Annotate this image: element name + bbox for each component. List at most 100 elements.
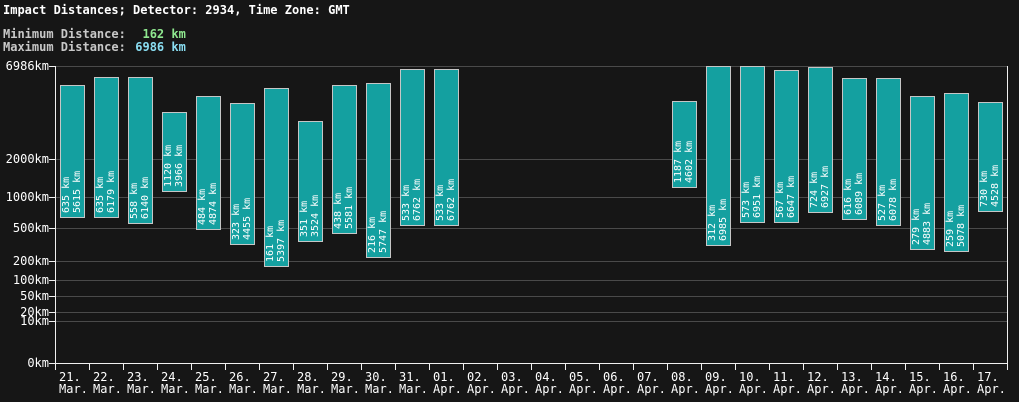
x-axis-label: 01. Apr. bbox=[433, 370, 462, 396]
y-axis-tick bbox=[49, 159, 55, 160]
range-bar bbox=[162, 112, 187, 192]
bar-min-value: 527 km bbox=[877, 184, 888, 221]
minimum-distance-value: 162 km bbox=[142, 27, 186, 41]
y-axis-tick bbox=[49, 261, 55, 262]
x-axis-tick bbox=[905, 364, 906, 370]
range-bar bbox=[944, 93, 969, 252]
y-axis-tick-label: 6986km bbox=[5, 59, 49, 73]
x-axis-tick bbox=[565, 364, 566, 370]
range-bar bbox=[60, 85, 85, 218]
x-axis-tick bbox=[293, 364, 294, 370]
range-bar bbox=[434, 69, 459, 226]
bar-max-value: 5397 km bbox=[276, 219, 287, 262]
bar-min-value: 216 km bbox=[367, 216, 378, 253]
x-axis-tick bbox=[157, 364, 158, 370]
x-axis-tick bbox=[1007, 364, 1008, 370]
bar-max-value: 3524 km bbox=[310, 194, 321, 237]
bar-min-value: 573 km bbox=[741, 181, 752, 218]
bar-min-value: 161 km bbox=[265, 225, 276, 262]
bar-max-value: 5615 km bbox=[72, 170, 83, 213]
bar-value-label: 533 km 6762 km bbox=[401, 179, 423, 221]
bar-max-value: 4602 km bbox=[684, 140, 695, 183]
x-axis-label: 05. Apr. bbox=[569, 370, 598, 396]
x-axis-label: 31. Mar. bbox=[399, 370, 428, 396]
gridline bbox=[55, 312, 1007, 313]
y-axis-tick-label: 20km bbox=[20, 305, 49, 319]
bar-max-value: 4455 km bbox=[242, 197, 253, 240]
range-bar bbox=[128, 77, 153, 224]
bar-min-value: 558 km bbox=[129, 182, 140, 219]
bar-max-value: 4883 km bbox=[922, 202, 933, 245]
bar-value-label: 558 km 6140 km bbox=[129, 177, 151, 219]
y-axis-tick bbox=[49, 197, 55, 198]
x-axis-label: 04. Apr. bbox=[535, 370, 564, 396]
y-axis-tick bbox=[49, 280, 55, 281]
x-axis-tick bbox=[55, 364, 56, 370]
bar-value-label: 567 km 6647 km bbox=[775, 176, 797, 218]
bar-min-value: 635 km bbox=[95, 176, 106, 213]
bar-max-value: 6179 km bbox=[106, 170, 117, 213]
range-bar bbox=[672, 101, 697, 188]
x-axis-tick bbox=[497, 364, 498, 370]
x-axis-tick bbox=[395, 364, 396, 370]
bar-value-label: 438 km 5581 km bbox=[333, 187, 355, 229]
bar-max-value: 6951 km bbox=[752, 175, 763, 218]
y-axis-tick bbox=[49, 66, 55, 67]
bar-min-value: 533 km bbox=[401, 184, 412, 221]
range-bar bbox=[298, 121, 323, 242]
x-axis-label: 25. Mar. bbox=[195, 370, 224, 396]
y-axis-tick-label: 2000km bbox=[5, 152, 49, 166]
range-bar bbox=[876, 78, 901, 226]
bar-max-value: 5747 km bbox=[378, 210, 389, 253]
x-axis-tick bbox=[973, 364, 974, 370]
gridline bbox=[55, 66, 1007, 67]
range-bar bbox=[740, 66, 765, 223]
x-axis-label: 08. Apr. bbox=[671, 370, 700, 396]
y-axis-tick-label: 1000km bbox=[5, 190, 49, 204]
range-bar bbox=[808, 67, 833, 213]
bar-min-value: 724 km bbox=[809, 171, 820, 208]
x-axis-tick bbox=[599, 364, 600, 370]
x-axis-label: 14. Apr. bbox=[875, 370, 904, 396]
x-axis-tick bbox=[89, 364, 90, 370]
x-axis-tick bbox=[871, 364, 872, 370]
range-bar bbox=[910, 96, 935, 250]
range-bar bbox=[332, 85, 357, 234]
bar-max-value: 6762 km bbox=[412, 178, 423, 221]
x-axis-label: 28. Mar. bbox=[297, 370, 326, 396]
bar-min-value: 616 km bbox=[843, 178, 854, 215]
y-axis-tick-label: 0km bbox=[27, 356, 49, 370]
bar-min-value: 1187 km bbox=[673, 140, 684, 183]
plot-right-border bbox=[1007, 66, 1008, 369]
x-axis-label: 03. Apr. bbox=[501, 370, 530, 396]
y-axis-tick bbox=[49, 321, 55, 322]
x-axis-tick bbox=[123, 364, 124, 370]
bar-max-value: 6078 km bbox=[888, 178, 899, 221]
bar-value-label: 527 km 6078 km bbox=[877, 179, 899, 221]
maximum-distance-row: Maximum Distance: 6986 km bbox=[3, 40, 186, 54]
bar-value-label: 1120 km 3966 km bbox=[163, 145, 185, 187]
x-axis-label: 24. Mar. bbox=[161, 370, 190, 396]
minimum-distance-row: Minimum Distance: 162 km bbox=[3, 27, 186, 41]
bar-max-value: 6089 km bbox=[854, 172, 865, 215]
maximum-distance-value: 6986 km bbox=[135, 40, 186, 54]
x-axis-tick bbox=[803, 364, 804, 370]
bar-value-label: 635 km 5615 km bbox=[61, 171, 83, 213]
bar-min-value: 438 km bbox=[333, 192, 344, 229]
x-axis-label: 17. Apr. bbox=[977, 370, 1006, 396]
x-axis-label: 23. Mar. bbox=[127, 370, 156, 396]
x-axis-label: 16. Apr. bbox=[943, 370, 972, 396]
x-axis-label: 29. Mar. bbox=[331, 370, 360, 396]
x-axis-label: 30. Mar. bbox=[365, 370, 394, 396]
x-axis-tick bbox=[225, 364, 226, 370]
y-axis-tick bbox=[49, 312, 55, 313]
x-axis-label: 02. Apr. bbox=[467, 370, 496, 396]
range-bar bbox=[400, 69, 425, 226]
bar-value-label: 161 km 5397 km bbox=[265, 220, 287, 262]
bar-max-value: 6647 km bbox=[786, 175, 797, 218]
y-axis-tick-label: 10km bbox=[20, 314, 49, 328]
x-axis-label: 10. Apr. bbox=[739, 370, 768, 396]
x-axis-label: 22. Mar. bbox=[93, 370, 122, 396]
